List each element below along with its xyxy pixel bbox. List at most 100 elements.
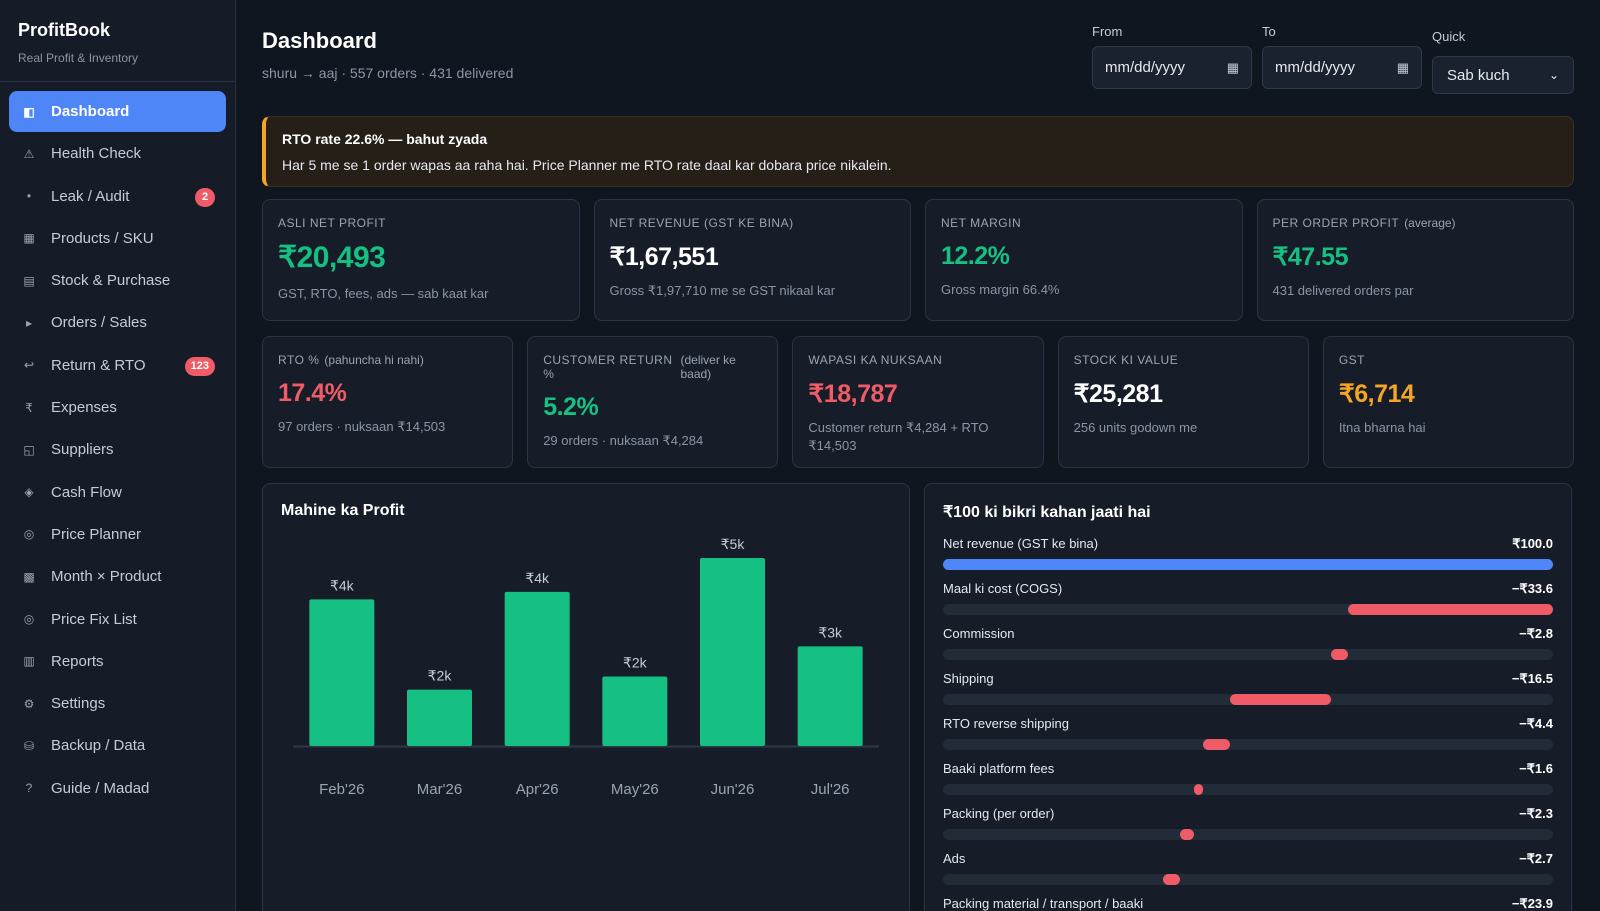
kpi-card: RTO % (pahuncha hi nahi) 17.4% 97 orders · … xyxy=(262,336,514,468)
bottom-panels: Mahine ka Profit ₹4k Feb'26 ₹2k Mar'26 ₹4k Ap… xyxy=(262,483,1574,911)
kpi-label-note: (average) xyxy=(1404,216,1456,230)
kpi-card: NET REVENUE (GST KE BINA) ₹1,67,551 Gross … xyxy=(593,199,911,321)
sidebar-item-suppliers[interactable]: ◱ Suppliers xyxy=(9,429,226,470)
monthly-profit-chart: ₹4k Feb'26 ₹2k Mar'26 ₹4k Apr'26 ₹2k May'26 ₹5k J… xyxy=(293,536,879,798)
kpi-label: CUSTOMER RETURN % (deliver ke baad) xyxy=(543,353,762,381)
breakdown-track xyxy=(943,649,1553,660)
sidebar-item-label: Products / SKU xyxy=(51,229,154,247)
kpi-card: NET MARGIN 12.2% Gross margin 66.4% xyxy=(925,199,1243,321)
bar-data-label: ₹3k xyxy=(818,624,843,640)
sidebar-item-label: Expenses xyxy=(51,399,117,417)
breakdown-value: −₹33.6 xyxy=(1511,581,1553,596)
kpi-value: ₹18,787 xyxy=(808,380,898,408)
breakdown-bar xyxy=(943,559,1553,570)
sidebar-item-label: Orders / Sales xyxy=(51,314,147,332)
sidebar-item-label: Month × Product xyxy=(51,568,162,586)
kpi-card: GST ₹6,714 Itna bharna hai xyxy=(1322,336,1575,468)
sidebar-item-orders-sales[interactable]: ▸ Orders / Sales xyxy=(9,302,226,343)
alert-title: RTO rate 22.6% — bahut zyada xyxy=(282,131,488,147)
kpi-note: 431 delivered orders par xyxy=(1272,283,1414,298)
breakdown-label: Shipping xyxy=(943,671,994,686)
bar-data-label: ₹5k xyxy=(721,536,746,552)
sidebar: ProfitBook Real Profit & Inventory ◧ Dash… xyxy=(0,0,236,911)
sidebar-item-products-sku[interactable]: ▦ Products / SKU xyxy=(9,218,226,259)
kpi-value: ₹47.55 xyxy=(1272,243,1349,271)
count-badge: 123 xyxy=(184,356,215,376)
kpi-value: ₹20,493 xyxy=(278,241,386,274)
x-tick-label: Jul'26 xyxy=(811,781,850,798)
sidebar-item-settings[interactable]: ⚙ Settings xyxy=(9,683,226,724)
sidebar-item-price-fix-list[interactable]: ◎ Price Fix List xyxy=(9,599,226,640)
sidebar-item-label: Dashboard xyxy=(51,103,130,120)
x-tick-label: Apr'26 xyxy=(516,781,559,798)
kpi-note: 29 orders · nuksaan ₹4,284 xyxy=(543,433,704,448)
kpi-note: 256 units godown me xyxy=(1073,420,1198,435)
sidebar-item-label: Reports xyxy=(51,652,104,670)
calendar-icon[interactable]: ▦ xyxy=(1226,59,1239,75)
breakdown-row: Shipping −₹16.5 xyxy=(943,671,1553,705)
chart-bar xyxy=(700,558,765,746)
breakdown-panel: ₹100 ki bikri kahan jaati hai Net revenu… xyxy=(924,483,1572,911)
breakdown-track xyxy=(943,694,1553,705)
chart-bar xyxy=(407,689,472,746)
kpi-note: GST, RTO, fees, ads — sab kaat kar xyxy=(278,286,489,301)
sidebar-item-stock-purchase[interactable]: ▤ Stock & Purchase xyxy=(9,260,226,301)
breakdown-row: RTO reverse shipping −₹4.4 xyxy=(943,716,1553,750)
sidebar-item-leak-audit[interactable]: • Leak / Audit 2 xyxy=(9,176,226,217)
breakdown-label: Maal ki cost (COGS) xyxy=(943,581,1063,596)
sidebar-item-return-rto[interactable]: ↩ Return & RTO 123 xyxy=(9,345,226,386)
sidebar-item-label: Backup / Data xyxy=(51,737,146,755)
calendar-icon[interactable]: ▦ xyxy=(1396,59,1409,75)
kpi-label: GST xyxy=(1338,353,1365,367)
quick-range-select[interactable]: Sab kuch ⌄ xyxy=(1432,56,1574,94)
sidebar-item-label: Health Check xyxy=(51,145,142,163)
breakdown-bar xyxy=(1203,739,1231,750)
breakdown-row: Maal ki cost (COGS) −₹33.6 xyxy=(943,581,1553,615)
kpi-note: Gross margin 66.4% xyxy=(941,282,1060,297)
breakdown-label: RTO reverse shipping xyxy=(943,716,1069,731)
main-content: Dashboard shuru → aaj · 557 orders · 431… xyxy=(236,0,1600,911)
breakdown-value: ₹100.0 xyxy=(1512,536,1553,551)
breakdown-track xyxy=(943,559,1553,570)
quick-label: Quick xyxy=(1432,29,1466,44)
chart-bar xyxy=(309,599,375,746)
sidebar-item-label: Price Planner xyxy=(51,525,142,543)
count-badge: 2 xyxy=(195,187,215,207)
sidebar-item-reports[interactable]: ▥ Reports xyxy=(9,641,226,682)
sidebar-item-label: Cash Flow xyxy=(51,483,122,501)
monthly-profit-panel: Mahine ka Profit ₹4k Feb'26 ₹2k Mar'26 ₹4k Ap… xyxy=(262,483,910,911)
sidebar-item-guide-madad[interactable]: ? Guide / Madad xyxy=(9,768,226,809)
breakdown-row: Baaki platform fees −₹1.6 xyxy=(943,761,1553,795)
stock-purchase-icon: ▤ xyxy=(23,273,35,288)
kpi-card: CUSTOMER RETURN % (deliver ke baad) 5.2% 29… xyxy=(527,336,779,468)
breakdown-row: Packing material / transport / baaki −₹23… xyxy=(943,896,1553,911)
settings-icon: ⚙ xyxy=(23,696,35,711)
sidebar-item-health-check[interactable]: ⚠ Health Check xyxy=(9,133,226,174)
kpi-label: STOCK KI VALUE xyxy=(1073,353,1179,367)
brand: ProfitBook Real Profit & Inventory xyxy=(0,0,235,82)
sidebar-item-backup-data[interactable]: ⛁ Backup / Data xyxy=(9,725,226,766)
to-date-input[interactable]: mm/dd/yyyy ▦ xyxy=(1262,46,1422,89)
backup-data-icon: ⛁ xyxy=(23,738,35,753)
suppliers-icon: ◱ xyxy=(23,442,35,457)
x-tick-label: Feb'26 xyxy=(319,781,364,798)
breakdown-bar xyxy=(1163,874,1180,885)
sidebar-item-label: Settings xyxy=(51,695,106,713)
quick-range-value: Sab kuch xyxy=(1447,66,1510,84)
breakdown-label: Baaki platform fees xyxy=(943,761,1055,776)
sidebar-item-price-planner[interactable]: ◎ Price Planner xyxy=(9,514,226,555)
return-rto-icon: ↩ xyxy=(23,358,35,373)
sidebar-item-dashboard[interactable]: ◧ Dashboard xyxy=(9,91,226,132)
sidebar-item-expenses[interactable]: ₹ Expenses xyxy=(9,387,226,428)
sidebar-item-month-product[interactable]: ▩ Month × Product xyxy=(9,556,226,597)
breakdown-track xyxy=(943,874,1553,885)
breakdown-label: Packing material / transport / baaki xyxy=(943,896,1144,911)
date-filters: From mm/dd/yyyy ▦ To mm/dd/yyyy ▦ Quick xyxy=(1092,24,1574,116)
kpi-value: ₹1,67,551 xyxy=(609,243,719,271)
sidebar-item-cash-flow[interactable]: ◈ Cash Flow xyxy=(9,472,226,513)
breakdown-label: Ads xyxy=(943,851,966,866)
kpi-row-secondary: RTO % (pahuncha hi nahi) 17.4% 97 orders · … xyxy=(262,336,1575,468)
to-date-value: mm/dd/yyyy xyxy=(1275,59,1356,76)
from-date-input[interactable]: mm/dd/yyyy ▦ xyxy=(1092,46,1252,89)
breakdown-label: Net revenue (GST ke bina) xyxy=(943,536,1099,551)
